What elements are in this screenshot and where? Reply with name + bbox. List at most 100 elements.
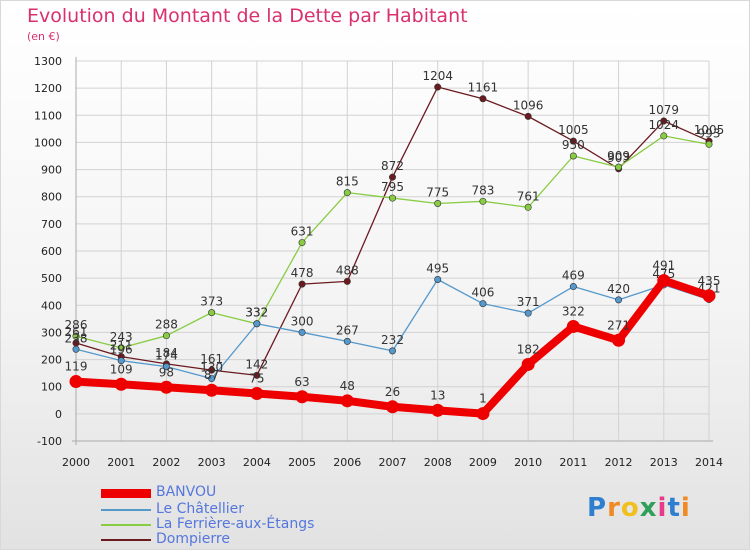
x-tick-label: 2011 bbox=[559, 456, 587, 469]
data-point bbox=[159, 380, 173, 394]
data-label: 271 bbox=[607, 318, 630, 332]
data-label: 109 bbox=[110, 362, 133, 376]
data-label: 13 bbox=[430, 388, 445, 402]
data-point bbox=[69, 375, 83, 389]
x-tick-label: 2002 bbox=[152, 456, 180, 469]
data-label: 1096 bbox=[513, 98, 544, 112]
legend-label-dompierre: Dompierre bbox=[156, 531, 230, 547]
x-tick-label: 2006 bbox=[333, 456, 361, 469]
data-point bbox=[479, 95, 487, 103]
data-label: 142 bbox=[245, 357, 268, 371]
data-label: 238 bbox=[65, 331, 88, 345]
data-label: 406 bbox=[471, 286, 494, 300]
data-label: 993 bbox=[698, 126, 721, 140]
data-label: 495 bbox=[426, 262, 449, 276]
legend-swatch-le-chatellier bbox=[101, 509, 151, 511]
data-point bbox=[340, 394, 354, 408]
data-label: 130 bbox=[200, 361, 223, 375]
data-point bbox=[295, 390, 309, 404]
data-point bbox=[702, 289, 716, 303]
y-tick-label: 1100 bbox=[34, 109, 62, 122]
logo-letter: x bbox=[639, 493, 658, 523]
legend-swatch-dompierre bbox=[101, 539, 151, 541]
data-point bbox=[117, 357, 125, 365]
data-label: 232 bbox=[381, 333, 404, 347]
chart-title: Evolution du Montant de la Dette par Hab… bbox=[27, 5, 468, 27]
data-label: 783 bbox=[471, 183, 494, 197]
data-label: 909 bbox=[607, 149, 630, 163]
logo-letter: i bbox=[657, 493, 668, 523]
data-label: 435 bbox=[698, 274, 721, 288]
data-label: 119 bbox=[65, 360, 88, 374]
data-point bbox=[524, 203, 532, 211]
data-label: 182 bbox=[517, 342, 540, 356]
data-point bbox=[162, 363, 170, 371]
data-label: 286 bbox=[65, 318, 88, 332]
y-tick-label: 1300 bbox=[34, 55, 62, 68]
data-label: 196 bbox=[110, 343, 133, 357]
data-label: 631 bbox=[291, 225, 314, 239]
data-label: 1 bbox=[479, 392, 487, 406]
data-label: 75 bbox=[249, 372, 264, 386]
data-label: 491 bbox=[652, 259, 675, 273]
data-label: 63 bbox=[294, 375, 309, 389]
data-label: 478 bbox=[291, 266, 314, 280]
proxiti-logo: Proxiti bbox=[587, 493, 691, 523]
x-tick-label: 2012 bbox=[605, 456, 633, 469]
data-point bbox=[386, 400, 399, 414]
data-point bbox=[208, 375, 216, 383]
data-label: 26 bbox=[385, 385, 400, 399]
data-label: 1161 bbox=[468, 81, 499, 95]
data-label: 1204 bbox=[422, 69, 453, 83]
data-point bbox=[569, 152, 577, 160]
data-point bbox=[388, 173, 396, 181]
data-label: 98 bbox=[159, 365, 174, 379]
y-tick-label: 100 bbox=[41, 381, 62, 394]
legend-swatch-banvou bbox=[101, 489, 151, 498]
data-label: 1024 bbox=[649, 118, 680, 132]
data-point bbox=[434, 200, 442, 208]
logo-letter: r bbox=[607, 493, 621, 523]
data-point bbox=[479, 300, 487, 308]
legend-label-banvou: BANVOU bbox=[156, 484, 217, 500]
y-tick-label: 700 bbox=[41, 218, 62, 231]
data-label: 161 bbox=[200, 352, 223, 366]
data-label: 1079 bbox=[649, 103, 680, 117]
data-point bbox=[253, 371, 261, 379]
y-tick-label: 200 bbox=[41, 354, 62, 367]
data-point bbox=[298, 328, 306, 336]
data-point bbox=[615, 163, 623, 171]
x-tick-label: 2008 bbox=[424, 456, 452, 469]
data-point bbox=[343, 277, 351, 285]
data-label: 332 bbox=[245, 306, 268, 320]
data-point bbox=[615, 296, 623, 304]
data-label: 174 bbox=[155, 349, 178, 363]
data-label: 87 bbox=[204, 368, 219, 382]
data-point bbox=[524, 309, 532, 317]
data-point bbox=[298, 280, 306, 288]
data-label: 267 bbox=[336, 323, 359, 337]
data-label: 761 bbox=[517, 189, 540, 203]
data-point bbox=[434, 275, 442, 283]
legend-label-le-chatellier: Le Châtellier bbox=[156, 501, 244, 517]
legend-label-la-ferriere: La Ferrière-aux-Étangs bbox=[156, 516, 315, 532]
data-label: 469 bbox=[562, 269, 585, 283]
data-point bbox=[205, 383, 219, 397]
data-point bbox=[705, 140, 713, 148]
data-point bbox=[660, 117, 668, 125]
y-tick-label: 800 bbox=[41, 191, 62, 204]
data-point bbox=[388, 194, 396, 202]
data-label: 795 bbox=[381, 180, 404, 194]
data-point bbox=[431, 403, 445, 417]
y-tick-label: 0 bbox=[55, 408, 62, 421]
data-point bbox=[657, 274, 671, 288]
y-tick-label: 1000 bbox=[34, 136, 62, 149]
data-point bbox=[566, 319, 580, 333]
data-label: 475 bbox=[652, 267, 675, 281]
logo-letter: i bbox=[680, 493, 691, 523]
data-label: 243 bbox=[110, 330, 133, 344]
y-tick-label: 500 bbox=[41, 272, 62, 285]
data-point bbox=[208, 309, 216, 317]
x-tick-label: 2007 bbox=[379, 456, 407, 469]
